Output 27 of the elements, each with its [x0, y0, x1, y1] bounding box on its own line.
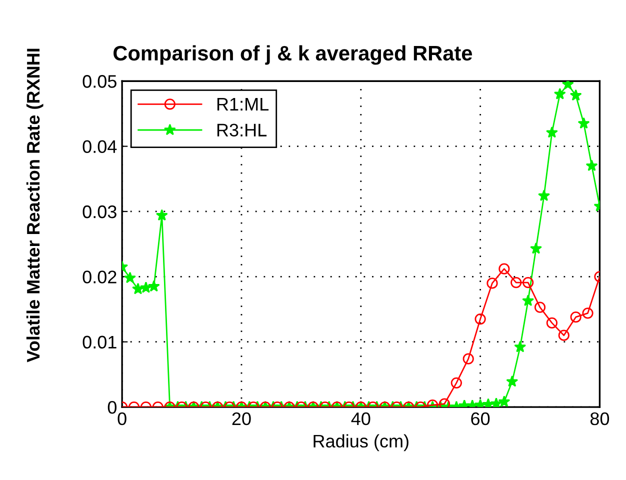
- x-tick-label: 80: [590, 412, 610, 426]
- x-tick-label: 60: [471, 412, 490, 426]
- x-tick-label: 0: [118, 412, 126, 426]
- point: [498, 263, 510, 274]
- point: [474, 313, 486, 325]
- point: [558, 330, 570, 341]
- y-tick-label: 0.03: [82, 205, 116, 218]
- point: [570, 312, 582, 323]
- point: [582, 308, 594, 319]
- legend-label: R3:HL: [217, 124, 267, 136]
- y-tick-label: 0.04: [82, 140, 117, 154]
- point: [486, 278, 498, 289]
- y-tick-label: 0: [108, 400, 117, 414]
- x-tick-label: 40: [351, 412, 370, 426]
- point: [546, 317, 558, 329]
- chart-title: Comparison of j & k averaged RRate: [114, 45, 472, 65]
- x-tick-label: 20: [232, 412, 251, 426]
- point: [534, 302, 546, 313]
- point: [510, 276, 522, 288]
- y-tick-label: 0.05: [82, 75, 116, 88]
- x-axis-title: Radius (cm): [314, 434, 408, 452]
- y-axis-title: Volatile Matter Reaction Rate (RXNHI: [26, 48, 44, 362]
- point: [462, 353, 474, 364]
- y-tick-label: 0.01: [82, 336, 116, 349]
- y-tick-label: 0.02: [82, 270, 116, 284]
- legend-label: R1:ML: [217, 98, 269, 110]
- point: [522, 276, 534, 288]
